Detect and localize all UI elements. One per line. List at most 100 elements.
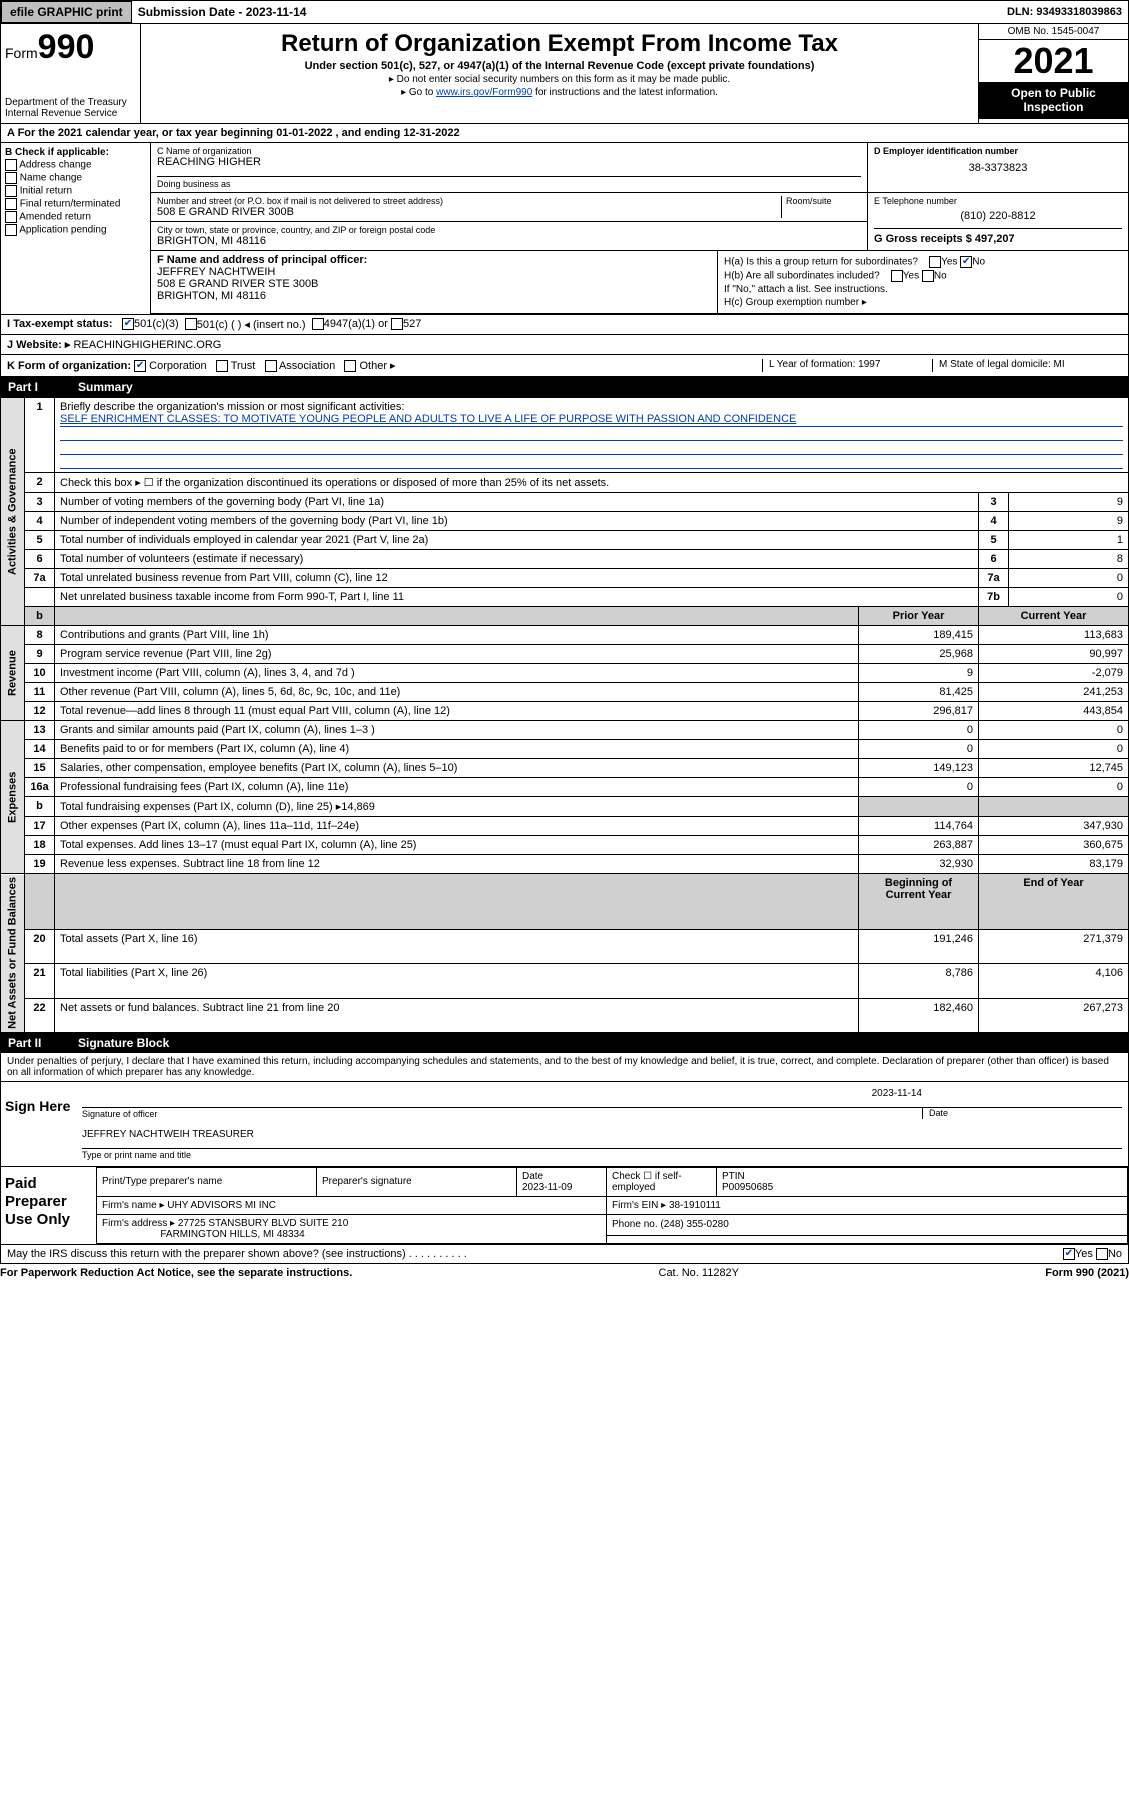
- dln-label: DLN: 93493318039863: [1001, 3, 1128, 21]
- entity-block: B Check if applicable: Address change Na…: [0, 143, 1129, 315]
- irs-link[interactable]: www.irs.gov/Form990: [436, 87, 532, 98]
- firm-name-row: Firm's name ▸ UHY ADVISORS MI INC: [97, 1196, 607, 1214]
- perjury-declaration: Under penalties of perjury, I declare th…: [0, 1053, 1129, 1082]
- officer-block: F Name and address of principal officer:…: [151, 251, 718, 313]
- cb-application-pending[interactable]: Application pending: [5, 224, 146, 236]
- sign-block: Sign Here 2023-11-14 Signature of office…: [0, 1082, 1129, 1167]
- omb-number: OMB No. 1545-0047: [979, 24, 1128, 40]
- officer-typed-name: JEFFREY NACHTWEIH TREASURER: [82, 1129, 1122, 1140]
- suite-label: Room/suite: [786, 196, 861, 206]
- i-label: I Tax-exempt status:: [7, 318, 122, 331]
- firm-ein-row: Firm's EIN ▸ 38-1910111: [607, 1196, 1128, 1214]
- d-label: D Employer identification number: [874, 146, 1122, 156]
- ein-value: 38-3373823: [874, 162, 1122, 174]
- city-label: City or town, state or province, country…: [157, 225, 861, 235]
- ha-no-checkbox[interactable]: [960, 256, 972, 268]
- c-label: C Name of organization: [157, 146, 861, 156]
- cb-initial-return[interactable]: Initial return: [5, 185, 146, 197]
- irs-yes-checkbox[interactable]: [1063, 1248, 1075, 1260]
- efile-print-button[interactable]: efile GRAPHIC print: [1, 1, 132, 23]
- cb-501c3[interactable]: [122, 318, 134, 330]
- footer-right: Form 990 (2021): [1045, 1267, 1129, 1279]
- box-b-title: B Check if applicable:: [5, 147, 146, 158]
- line2-text: Check this box ▸ ☐ if the organization d…: [55, 473, 1129, 493]
- row-a-period: A For the 2021 calendar year, or tax yea…: [0, 124, 1129, 143]
- city-value: BRIGHTON, MI 48116: [157, 235, 861, 247]
- group-return-block: H(a) Is this a group return for subordin…: [718, 251, 1128, 313]
- org-name-block: C Name of organization REACHING HIGHER D…: [151, 143, 868, 192]
- row-website: J Website: ▸ REACHINGHIGHERINC.ORG: [0, 335, 1129, 355]
- officer-addr2: BRIGHTON, MI 48116: [157, 290, 266, 302]
- preparer-table: Print/Type preparer's name Preparer's si…: [96, 1167, 1128, 1244]
- sig-date-label: Date: [922, 1108, 1122, 1119]
- cb-amended-return[interactable]: Amended return: [5, 211, 146, 223]
- paid-preparer-label: Paid Preparer Use Only: [1, 1167, 96, 1244]
- address-left: Number and street (or P.O. box if mail i…: [151, 193, 868, 250]
- gross-receipts: G Gross receipts $ 497,207: [874, 228, 1122, 245]
- j-label: J Website: ▸: [7, 339, 70, 351]
- sig-officer-label: Signature of officer: [82, 1108, 922, 1119]
- form-subtitle: Under section 501(c), 527, or 4947(a)(1)…: [149, 60, 970, 72]
- prep-selfemp-hdr: Check ☐ if self-employed: [607, 1167, 717, 1196]
- form-id-block: Form990 Department of the Treasury Inter…: [1, 24, 141, 123]
- prep-ptin-hdr: PTINP00950685: [717, 1167, 1128, 1196]
- paid-preparer-block: Paid Preparer Use Only Print/Type prepar…: [0, 1167, 1129, 1245]
- side-revenue: Revenue: [1, 626, 25, 721]
- officer-addr1: 508 E GRAND RIVER STE 300B: [157, 278, 318, 290]
- ein-block: D Employer identification number 38-3373…: [868, 143, 1128, 192]
- cb-corporation[interactable]: [134, 360, 146, 372]
- part2-header: Part II Signature Block: [0, 1033, 1129, 1053]
- k-block: K Form of organization: Corporation Trus…: [7, 359, 762, 372]
- line2-num: 2: [25, 473, 55, 493]
- part1-header: Part I Summary: [0, 377, 1129, 397]
- org-name: REACHING HIGHER: [157, 156, 861, 168]
- col-cdefg: C Name of organization REACHING HIGHER D…: [151, 143, 1128, 314]
- irs-discuss-question: May the IRS discuss this return with the…: [7, 1248, 1063, 1260]
- street-value: 508 E GRAND RIVER 300B: [157, 206, 781, 218]
- curr-year-hdr: Current Year: [979, 607, 1129, 626]
- part2-title: Signature Block: [78, 1036, 169, 1050]
- footer-left: For Paperwork Reduction Act Notice, see …: [0, 1267, 352, 1279]
- hb-note: If "No," attach a list. See instructions…: [724, 284, 1122, 295]
- row-k-l-m: K Form of organization: Corporation Trus…: [0, 355, 1129, 377]
- k-label: K Form of organization:: [7, 360, 131, 372]
- summary-table: Activities & Governance 1 Briefly descri…: [0, 397, 1129, 1033]
- cb-final-return[interactable]: Final return/terminated: [5, 198, 146, 210]
- hc-line: H(c) Group exemption number ▸: [724, 297, 1122, 308]
- header-right-block: OMB No. 1545-0047 2021 Open to Public In…: [978, 24, 1128, 123]
- page-footer: For Paperwork Reduction Act Notice, see …: [0, 1264, 1129, 1282]
- side-net-assets: Net Assets or Fund Balances: [1, 874, 25, 1033]
- row-officer-group: F Name and address of principal officer:…: [151, 251, 1128, 314]
- side-governance: Activities & Governance: [1, 398, 25, 626]
- form-header: Form990 Department of the Treasury Inter…: [0, 24, 1129, 124]
- irs-no-checkbox[interactable]: [1096, 1248, 1108, 1260]
- submission-date-label: Submission Date - 2023-11-14: [132, 2, 313, 22]
- footer-mid: Cat. No. 11282Y: [352, 1267, 1045, 1279]
- part2-num: Part II: [8, 1036, 78, 1050]
- dba-label: Doing business as: [157, 179, 861, 189]
- form-number: 990: [38, 28, 95, 66]
- cb-name-change[interactable]: Name change: [5, 172, 146, 184]
- part1-title: Summary: [78, 380, 133, 394]
- dept-label: Department of the Treasury Internal Reve…: [5, 97, 136, 119]
- firm-addr-row: Firm's address ▸ 27725 STANSBURY BLVD SU…: [97, 1214, 607, 1243]
- firm-phone-row: Phone no. (248) 355-0280: [607, 1214, 1128, 1235]
- e-label: E Telephone number: [874, 196, 1122, 206]
- line1-cell: Briefly describe the organization's miss…: [55, 398, 1129, 473]
- typed-name-label: Type or print name and title: [82, 1149, 1122, 1160]
- sign-date: 2023-11-14: [82, 1088, 1122, 1099]
- hb-line: H(b) Are all subordinates included? Yes …: [724, 270, 1122, 282]
- website-value: REACHINGHIGHERINC.ORG: [73, 339, 221, 351]
- l-block: L Year of formation: 1997: [762, 359, 932, 372]
- ha-line: H(a) Is this a group return for subordin…: [724, 256, 1122, 268]
- beg-year-hdr: Beginning of Current Year: [859, 874, 979, 930]
- tax-year: 2021: [979, 40, 1128, 82]
- gross-value: 497,207: [975, 233, 1015, 245]
- form-title: Return of Organization Exempt From Incom…: [149, 30, 970, 58]
- form-word: Form: [5, 45, 38, 61]
- top-bar: efile GRAPHIC print Submission Date - 20…: [0, 0, 1129, 24]
- prep-date-hdr: Date2023-11-09: [517, 1167, 607, 1196]
- row-tax-status: I Tax-exempt status: 501(c)(3) 501(c) ( …: [0, 315, 1129, 335]
- cb-address-change[interactable]: Address change: [5, 159, 146, 171]
- officer-name: JEFFREY NACHTWEIH: [157, 266, 275, 278]
